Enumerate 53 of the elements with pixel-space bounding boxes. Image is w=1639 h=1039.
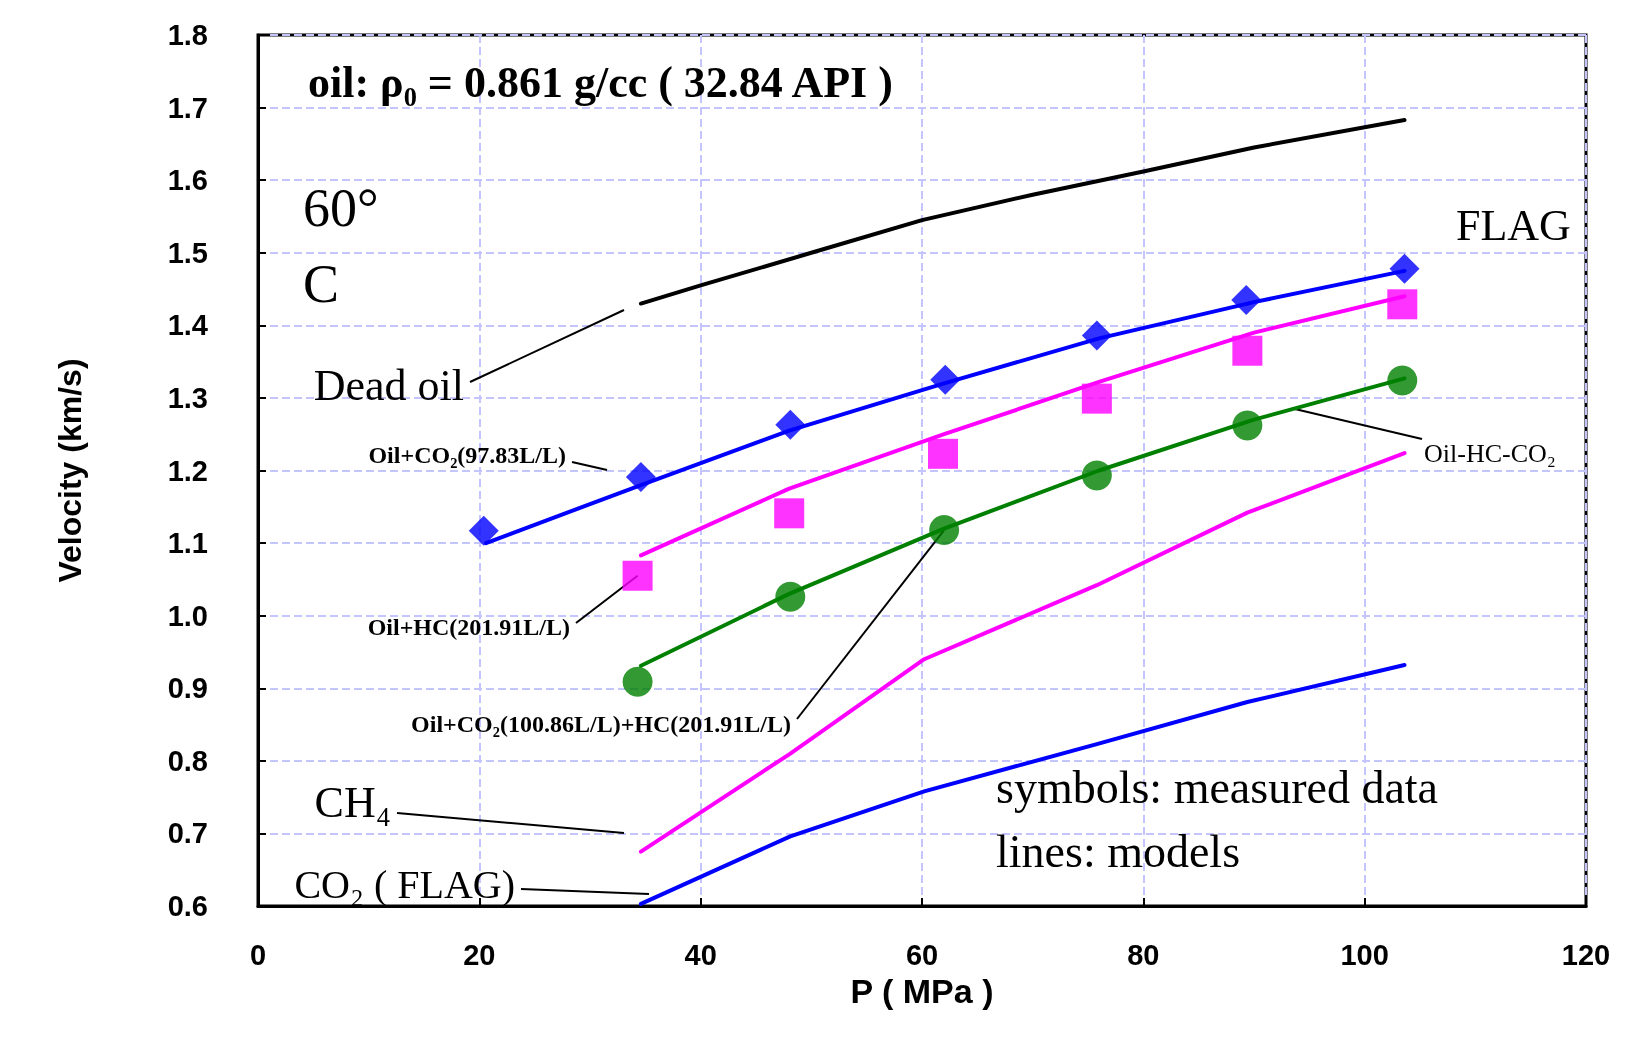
y-tick-label: 1.1 xyxy=(167,527,208,560)
y-tick-label: 0.7 xyxy=(167,817,208,850)
x-tick-label: 80 xyxy=(1127,938,1160,971)
x-tick-label: 0 xyxy=(249,938,267,971)
point xyxy=(1081,460,1112,491)
annotation: Dead oil xyxy=(313,360,464,410)
x-tick-label: 40 xyxy=(684,938,717,971)
y-tick-label: 1.8 xyxy=(167,19,208,51)
point xyxy=(1387,289,1418,320)
y-tick-label: 1.6 xyxy=(167,164,208,197)
annotation: Oil-HC-CO₂ xyxy=(1424,438,1556,468)
x-tick-label: 60 xyxy=(905,938,939,971)
annotation: CH₄ xyxy=(314,777,391,827)
point xyxy=(625,462,656,493)
y-tick-label: 1.7 xyxy=(167,91,208,124)
annotation: CO₂ ( FLAG) xyxy=(294,861,515,907)
point xyxy=(1081,320,1112,351)
y-tick-label: 1.5 xyxy=(167,236,208,269)
y-tick-label: 1.2 xyxy=(167,454,208,487)
y-tick-label: 0.9 xyxy=(167,672,208,705)
point xyxy=(1232,410,1263,441)
x-tick-label: 100 xyxy=(1340,938,1389,971)
y-tick-label: 1.3 xyxy=(167,381,208,414)
y-tick-label: 0.8 xyxy=(167,744,208,777)
point xyxy=(929,515,960,546)
point xyxy=(1231,284,1262,315)
point xyxy=(930,364,961,395)
point xyxy=(775,409,806,440)
annotation: FLAG xyxy=(1456,200,1571,250)
point xyxy=(622,666,653,697)
point xyxy=(1081,383,1112,414)
x-tick-label: 120 xyxy=(1561,938,1611,971)
point xyxy=(622,560,653,591)
x-axis-title: P ( MPa ) xyxy=(850,971,994,1010)
text: oil: ρ₀ = 0.861 g/cc ( 32.84 API ) xyxy=(308,57,893,107)
annotation: Oil+CO₂(100.86L/L)+HC(201.91L/L) xyxy=(411,711,791,737)
point xyxy=(775,581,806,612)
point xyxy=(1389,253,1420,284)
y-axis-title: Velocity (km/s) xyxy=(52,358,88,583)
point xyxy=(928,438,959,469)
y-tick-label: 1.4 xyxy=(167,309,208,342)
annotation: 60° C xyxy=(303,178,379,314)
annotation: Oil+CO₂(97.83L/L) xyxy=(368,442,566,468)
x-tick-label: 20 xyxy=(463,938,496,971)
y-tick-label: 0.6 xyxy=(167,890,208,922)
point xyxy=(468,515,499,546)
point xyxy=(1387,365,1418,396)
y-tick-label: 1.0 xyxy=(167,599,208,632)
annotation: symbols: measured data lines: models xyxy=(996,761,1439,877)
line-series xyxy=(638,117,1407,306)
point xyxy=(774,498,805,529)
point xyxy=(1232,335,1263,366)
annotation: Oil+HC(201.91L/L) xyxy=(367,614,570,640)
